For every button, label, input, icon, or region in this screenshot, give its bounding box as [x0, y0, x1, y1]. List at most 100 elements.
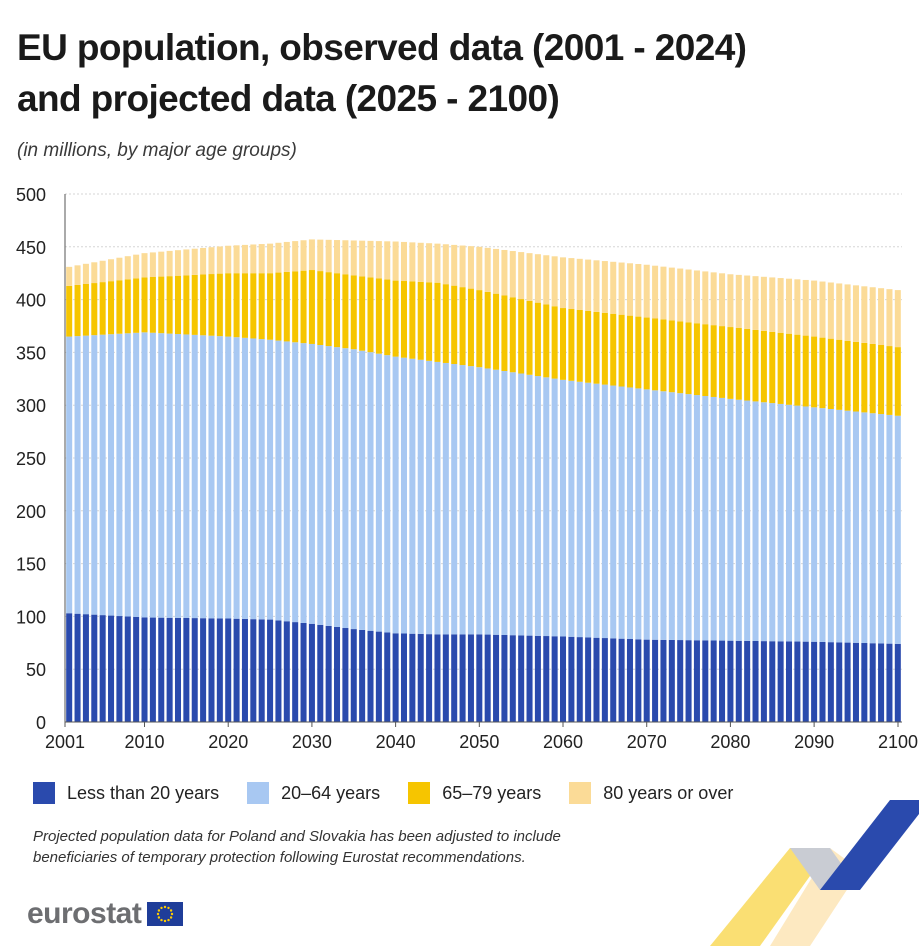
bar-2023-series-3: [250, 244, 257, 274]
bar-2036-series-0: [359, 629, 366, 722]
bar-2040-series-2: [392, 280, 399, 357]
bar-2065-series-0: [601, 638, 608, 722]
bar-2090-series-2: [811, 336, 818, 408]
bar-2099-series-0: [886, 643, 893, 722]
bar-2073-series-3: [668, 267, 675, 321]
bar-2080-series-3: [727, 274, 734, 328]
bar-2062-series-2: [576, 309, 583, 382]
bar-2089-series-3: [802, 279, 809, 336]
bar-2015-series-1: [183, 334, 190, 618]
bar-2003-series-3: [82, 263, 89, 284]
bar-2009-series-2: [133, 278, 140, 333]
eurostat-logo[interactable]: eurostat: [27, 897, 184, 931]
bar-2067-series-3: [618, 262, 625, 315]
bar-2014-series-2: [174, 275, 182, 335]
bar-2028-series-3: [292, 241, 299, 272]
bar-2083-series-1: [752, 401, 759, 642]
bar-2013-series-3: [166, 250, 173, 277]
bar-2053-series-2: [501, 295, 508, 371]
bar-2008-series-2: [124, 279, 131, 334]
bar-2005-series-3: [99, 260, 106, 283]
bar-2038-series-1: [375, 353, 382, 632]
bar-2010-series-1: [141, 332, 148, 618]
bar-2100-series-0: [894, 643, 901, 722]
bar-2067-series-1: [618, 386, 625, 639]
bar-2038-series-3: [375, 241, 382, 279]
bar-2029-series-1: [300, 343, 307, 623]
bar-2012-series-0: [158, 617, 165, 722]
bar-2088-series-3: [794, 279, 801, 335]
legend-item-65-79[interactable]: 65–79 years: [408, 782, 541, 804]
bar-2081-series-0: [735, 640, 742, 722]
bar-2021-series-3: [233, 245, 240, 274]
bar-2056-series-3: [526, 253, 533, 301]
bar-2020-series-3: [225, 245, 232, 274]
bar-2020-series-2: [225, 273, 232, 337]
bar-2048-series-2: [459, 287, 466, 366]
bar-2058-series-0: [543, 636, 550, 722]
bar-2079-series-2: [719, 326, 726, 398]
bar-2032-series-1: [325, 346, 332, 626]
bar-2010-series-0: [141, 617, 148, 722]
bar-2091-series-2: [819, 337, 826, 409]
bar-2093-series-0: [836, 642, 843, 722]
legend-item-under20[interactable]: Less than 20 years: [33, 782, 219, 804]
bar-2051-series-2: [484, 291, 491, 369]
bar-2050-series-3: [476, 246, 483, 291]
bar-2075-series-1: [685, 394, 692, 641]
bar-2024-series-2: [258, 273, 265, 340]
bar-2040-series-0: [392, 633, 399, 722]
bar-2016-series-3: [191, 248, 198, 275]
bar-2094-series-1: [844, 410, 851, 643]
bar-2025-series-3: [267, 243, 274, 274]
x-tick-label-2020: 2020: [208, 732, 248, 752]
bar-2004-series-3: [91, 262, 98, 284]
bar-2026-series-0: [275, 620, 282, 722]
x-tick-label-2100: 2100: [878, 732, 918, 752]
bar-2005-series-1: [99, 334, 106, 616]
bar-2068-series-0: [626, 638, 633, 722]
bar-2007-series-2: [116, 280, 123, 334]
bar-2070-series-2: [643, 317, 650, 390]
bar-2046-series-2: [442, 284, 449, 363]
bar-2096-series-2: [861, 342, 868, 413]
bar-2057-series-1: [534, 376, 541, 636]
bar-2060-series-2: [560, 308, 567, 380]
bar-2053-series-3: [501, 249, 508, 296]
legend-item-20-64[interactable]: 20–64 years: [247, 782, 380, 804]
bar-2048-series-3: [459, 245, 466, 288]
bar-2080-series-2: [727, 327, 734, 399]
bar-2086-series-3: [777, 278, 784, 333]
bar-2024-series-3: [258, 244, 265, 274]
bar-2015-series-0: [183, 617, 190, 722]
bar-2080-series-1: [727, 398, 734, 641]
bar-2053-series-1: [501, 370, 508, 635]
bar-2098-series-2: [878, 345, 885, 415]
bar-2073-series-0: [668, 639, 675, 722]
bar-2030-series-3: [308, 239, 315, 271]
bar-2095-series-1: [852, 411, 859, 643]
bar-2045-series-1: [434, 361, 441, 635]
bar-2041-series-0: [400, 633, 407, 722]
bar-2027-series-0: [283, 621, 290, 722]
bar-2056-series-1: [526, 374, 533, 636]
bar-2087-series-3: [785, 278, 793, 334]
legend-swatch-80plus: [569, 782, 592, 804]
bar-2065-series-2: [601, 312, 608, 385]
bar-2055-series-0: [518, 635, 525, 722]
x-tick-label-2030: 2030: [292, 732, 332, 752]
bar-2017-series-0: [200, 618, 207, 722]
bar-2037-series-0: [367, 630, 374, 722]
x-tick-label-2010: 2010: [124, 732, 164, 752]
bar-2063-series-0: [585, 637, 592, 722]
bar-2019-series-0: [216, 618, 223, 722]
bar-2061-series-0: [568, 636, 575, 722]
bar-2051-series-0: [484, 634, 491, 722]
bar-2067-series-0: [618, 638, 625, 722]
legend-item-80plus[interactable]: 80 years or over: [569, 782, 733, 804]
bar-2009-series-0: [133, 616, 140, 722]
bar-2074-series-3: [677, 268, 684, 322]
bar-2062-series-0: [576, 637, 583, 722]
bar-2040-series-1: [392, 356, 399, 634]
bar-2003-series-2: [82, 283, 89, 336]
